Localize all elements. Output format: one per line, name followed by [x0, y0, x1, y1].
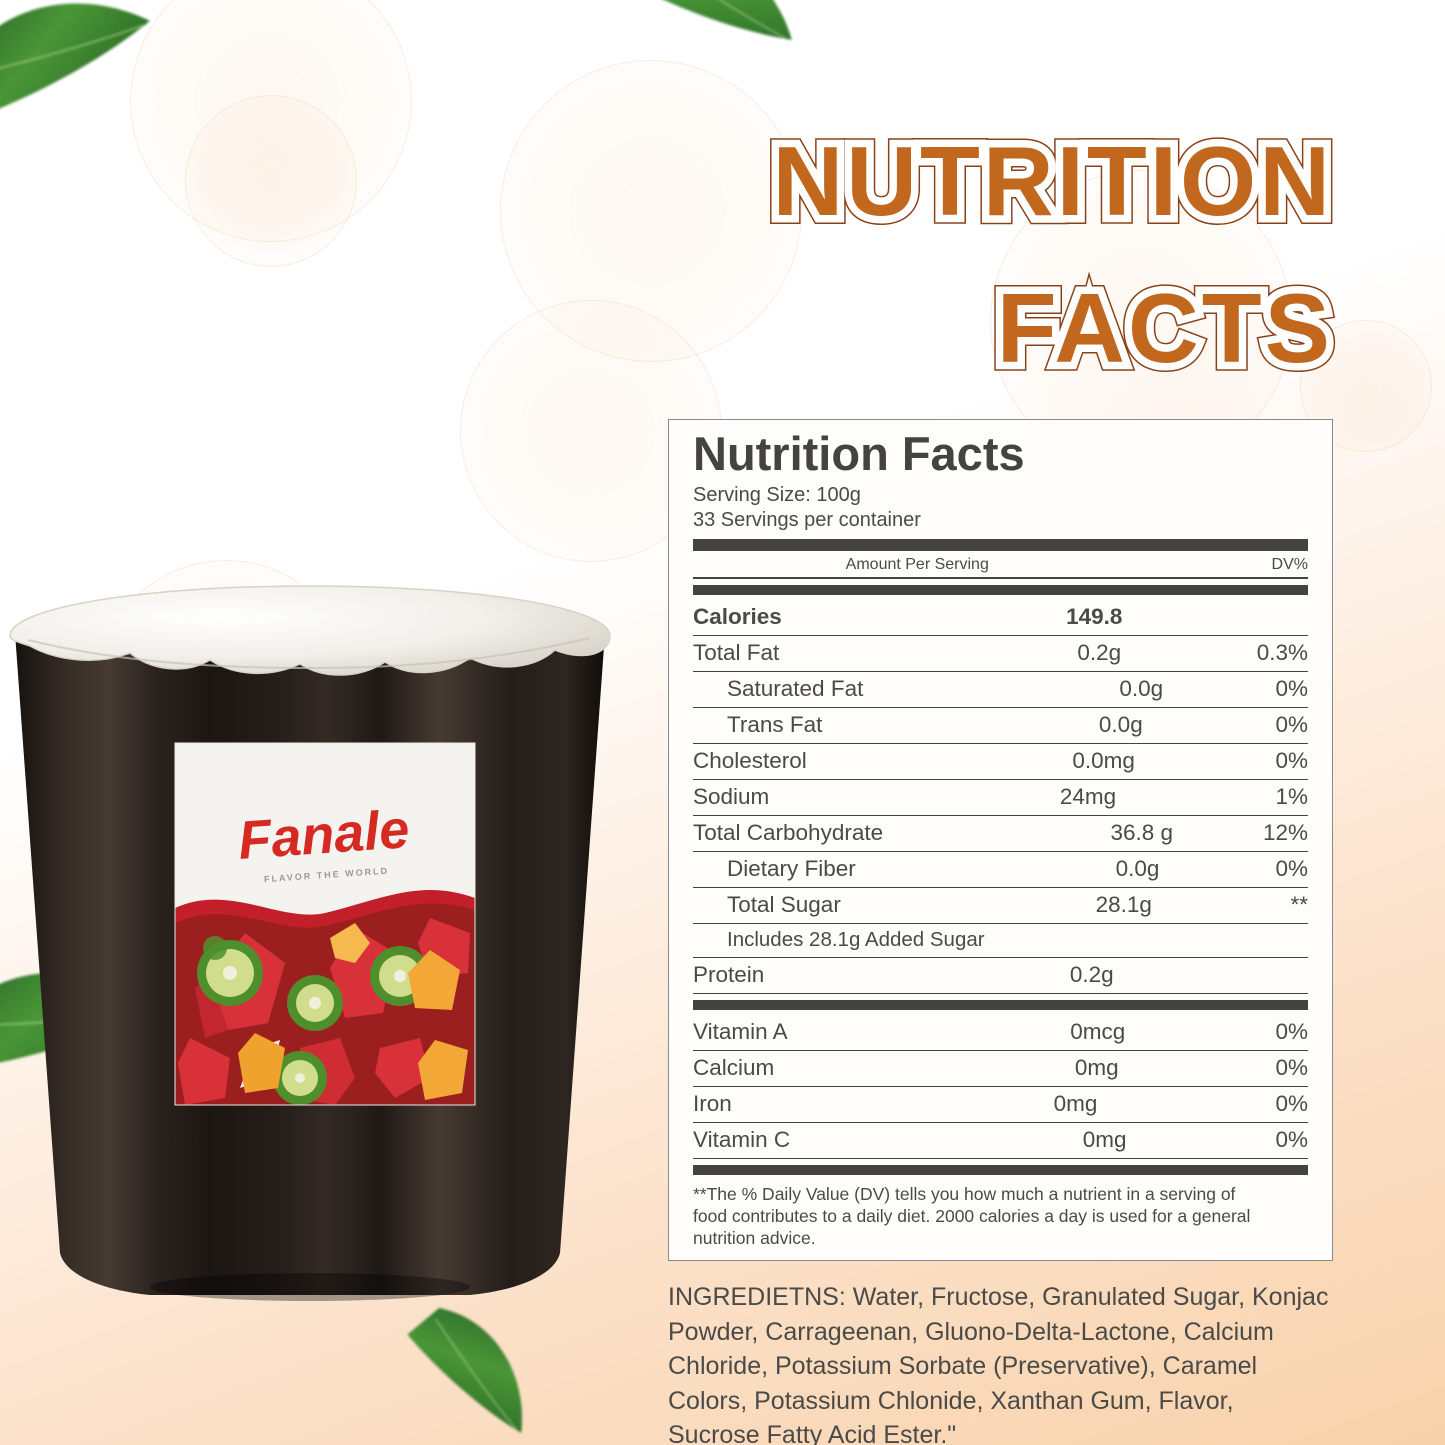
svg-text:Fanale: Fanale	[236, 799, 411, 871]
